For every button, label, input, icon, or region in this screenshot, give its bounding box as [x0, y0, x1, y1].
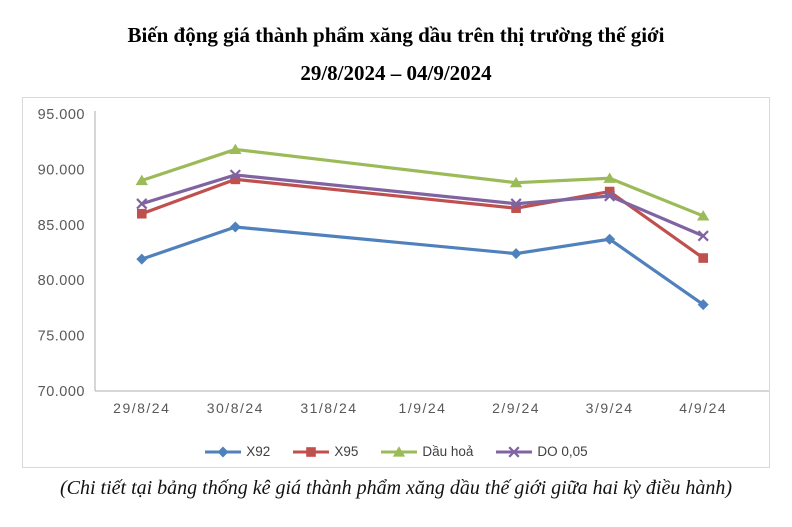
- x-axis-label-30-8-24: 30/8/24: [207, 400, 264, 416]
- legend-square-icon: [293, 446, 330, 457]
- y-axis-tick-label: 70.000: [38, 384, 85, 400]
- y-axis-tick-label: 85.000: [38, 218, 85, 234]
- series-marker-x92: [510, 248, 522, 260]
- legend-label-x95: X95: [334, 444, 359, 459]
- legend-marker-x92: [217, 446, 229, 457]
- series-marker-do-0-05: [604, 190, 616, 202]
- series-marker-dau-hoa: [509, 176, 523, 188]
- chart-caption: (Chi tiết tại bảng thống kê giá thành ph…: [59, 477, 733, 499]
- x-axis-label-3-9-24: 3/9/24: [586, 400, 634, 416]
- legend-label-do-0-05: DO 0,05: [537, 444, 588, 459]
- series-marker-dau-hoa: [603, 172, 616, 183]
- line-chart-canvas: 70.000 75.000 80.000 85.000 90.000 95.000 29/8…: [38, 107, 769, 416]
- series-marker-do-0-05: [510, 198, 522, 210]
- legend-item-x95: X95: [292, 444, 358, 459]
- x-axis-label-4-9-24: 4/9/24: [679, 400, 727, 416]
- chart-area: 70.000 75.000 80.000 85.000 90.000 95.000 29/8…: [22, 97, 770, 468]
- y-axis-tick-label: 95.000: [38, 107, 85, 123]
- legend-item-dau-hoa: Dầu hoả: [380, 444, 473, 459]
- chart-title-line-1: Biến động giá thành phẩm xăng dầu trên t…: [127, 23, 665, 47]
- x-axis-label-29-8-24: 29/8/24: [113, 400, 170, 416]
- legend-label-x92: X92: [246, 444, 271, 459]
- legend-diamond-icon: [205, 446, 242, 457]
- x-axis-label-1-9-24: 1/9/24: [399, 400, 447, 416]
- legend-marker-dau-hoa: [393, 445, 406, 457]
- legend-marker-x95: [306, 446, 317, 457]
- series-marker-x95: [230, 174, 241, 185]
- chart-legend: X92 X95 Dầu hoả DO 0,05: [23, 444, 769, 459]
- series-marker-x95: [511, 203, 521, 213]
- series-marker-do-0-05: [229, 169, 241, 181]
- legend-marker-do-0-05: [508, 445, 520, 458]
- x-axis-label-31-8-24: 31/8/24: [300, 400, 357, 416]
- y-axis-tick-label: 80.000: [38, 273, 85, 289]
- y-axis-tick-label: 90.000: [38, 162, 85, 178]
- series-marker-x92: [136, 253, 148, 265]
- series-marker-x92: [697, 299, 709, 311]
- legend-x-icon: [496, 445, 533, 458]
- series-marker-x92: [604, 233, 616, 245]
- y-axis-tick-label: 75.000: [38, 329, 85, 345]
- series-marker-dau-hoa: [229, 143, 242, 155]
- series-marker-dau-hoa: [697, 210, 710, 221]
- series-marker-x95: [136, 208, 147, 219]
- legend-label-dau-hoa: Dầu hoả: [422, 444, 474, 459]
- series-marker-x95: [604, 186, 615, 197]
- series-marker-do-0-05: [697, 230, 709, 242]
- series-marker-do-0-05: [136, 198, 148, 210]
- series-line-x92: [141, 225, 705, 306]
- legend-triangle-icon: [381, 445, 418, 457]
- series-marker-dau-hoa: [135, 174, 148, 186]
- legend-item-x92: X92: [204, 444, 270, 459]
- chart-title-line-2: 29/8/2024 – 04/9/2024: [300, 61, 492, 85]
- x-axis-label-2-9-24: 2/9/24: [492, 400, 540, 416]
- series-marker-x95: [698, 253, 709, 263]
- series-marker-x92: [229, 221, 241, 233]
- legend-item-do-0-05: DO 0,05: [495, 444, 588, 459]
